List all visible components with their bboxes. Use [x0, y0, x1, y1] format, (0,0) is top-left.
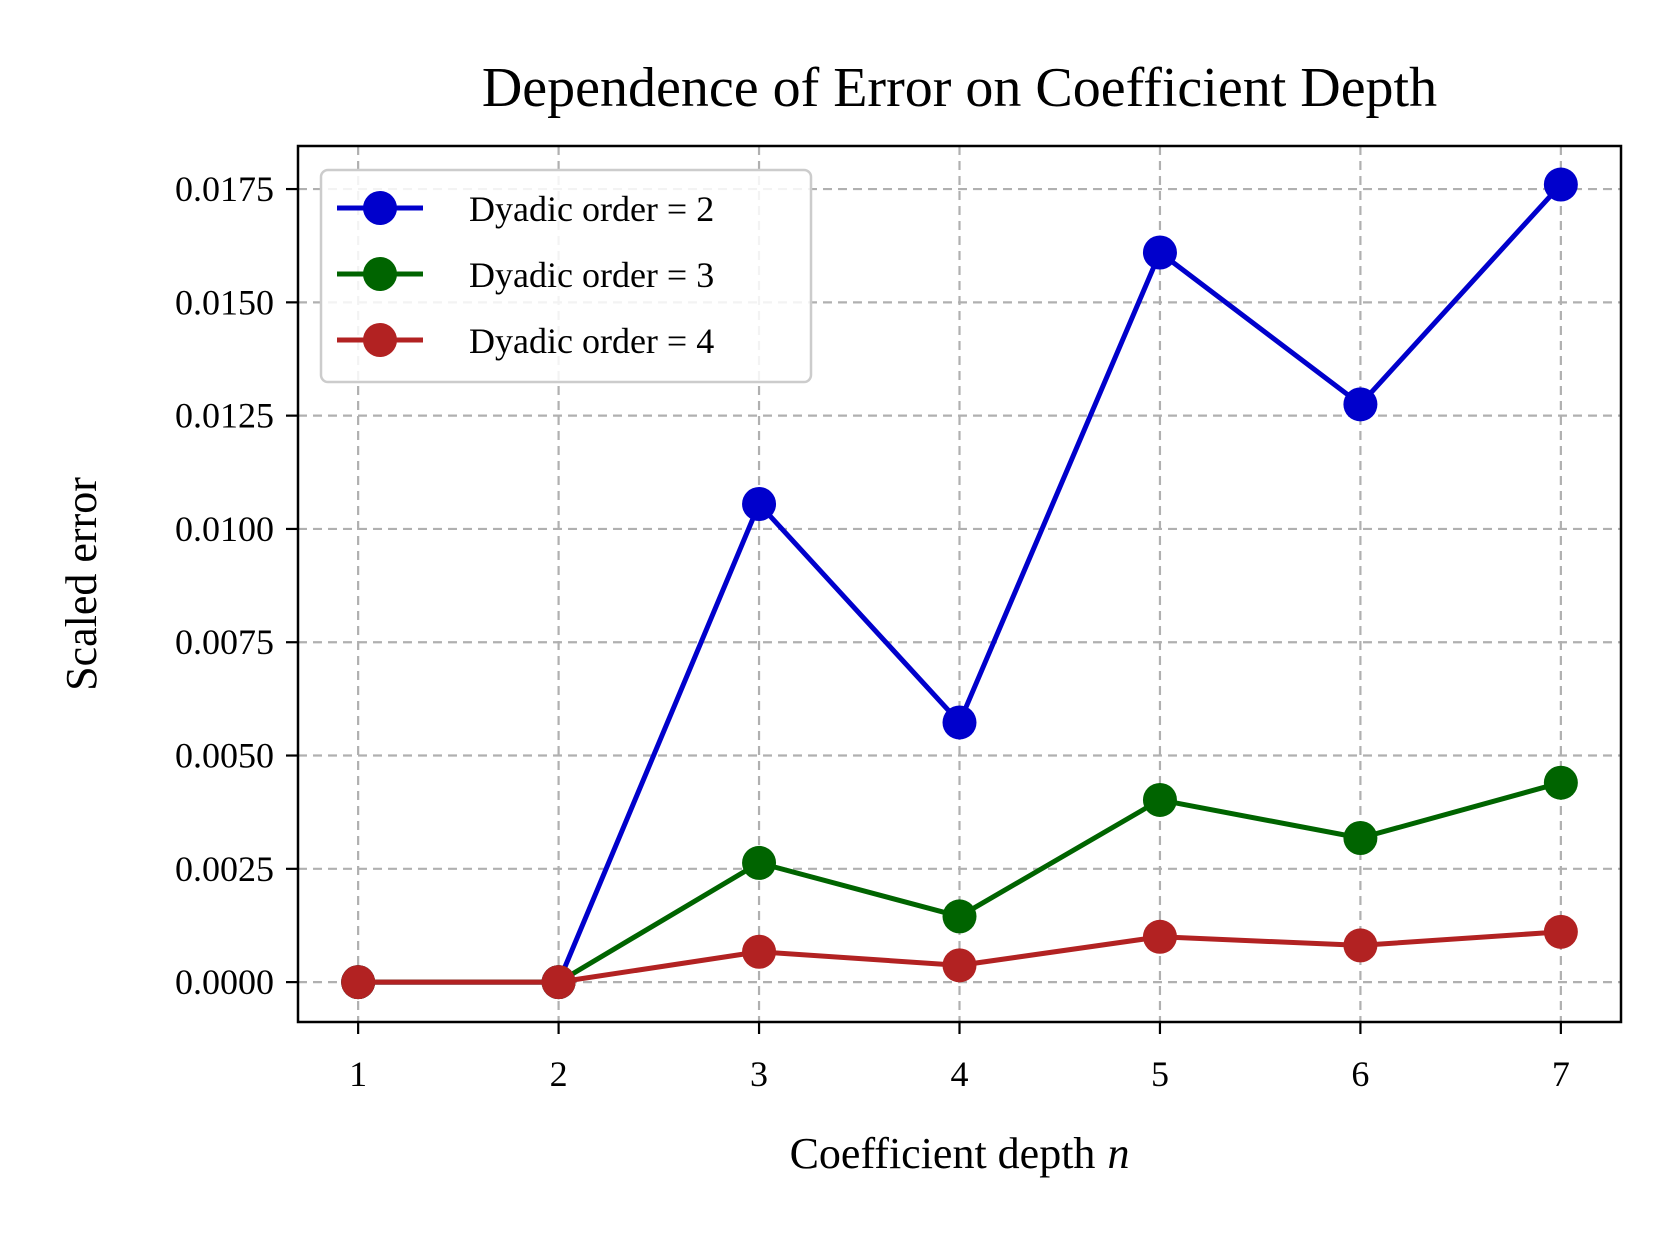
- data-point: [742, 934, 777, 969]
- data-point: [742, 845, 777, 880]
- legend-box: [319, 168, 813, 384]
- legend-marker: [363, 257, 397, 291]
- legend-entry: Dyadic order = 3: [337, 255, 714, 295]
- data-point: [742, 487, 777, 522]
- data-point: [1343, 928, 1378, 963]
- legend-entry: Dyadic order = 2: [337, 189, 714, 229]
- x-axis-title-variable: n: [1107, 1129, 1129, 1178]
- data-point: [1543, 765, 1578, 800]
- data-point: [341, 965, 376, 1000]
- y-tick-label: 0.0125: [175, 396, 274, 436]
- legend-label: Dyadic order = 4: [469, 321, 714, 361]
- x-tick-label: 1: [349, 1054, 367, 1094]
- data-point: [1543, 167, 1578, 202]
- data-point: [1343, 387, 1378, 422]
- data-point: [1142, 235, 1177, 270]
- legend-entry: Dyadic order = 4: [337, 321, 714, 361]
- y-tick-label: 0.0100: [175, 509, 274, 549]
- series-layer: [341, 167, 1578, 1000]
- data-point: [942, 899, 977, 934]
- x-axis-title-text: Coefficient depth: [790, 1129, 1096, 1178]
- y-axis-ticks: 0.0000 0.0025 0.0050 0.0075 0.0100 0.0125 0.01…: [175, 169, 298, 1002]
- y-tick-label: 0.0150: [175, 282, 274, 322]
- legend-marker: [363, 323, 397, 357]
- x-tick-label: 7: [1552, 1054, 1570, 1094]
- legend-marker: [363, 191, 397, 225]
- data-point: [1543, 914, 1578, 949]
- y-tick-label: 0.0075: [175, 622, 274, 662]
- x-axis-title: Coefficient depth n: [790, 1129, 1130, 1178]
- legend-entries: Dyadic order = 2 Dyadic order = 3 Dyadic o…: [337, 189, 714, 361]
- chart-title: Dependence of Error on Coefficient Depth: [482, 57, 1437, 119]
- data-point: [942, 705, 977, 740]
- grid: [298, 146, 1621, 1022]
- legend: Dyadic order = 2 Dyadic order = 3 Dyadic o…: [319, 168, 813, 384]
- x-tick-label: 2: [550, 1054, 568, 1094]
- series-3: [341, 914, 1578, 1000]
- x-tick-label: 5: [1151, 1054, 1169, 1094]
- x-tick-label: 4: [951, 1054, 969, 1094]
- y-tick-label: 0.0175: [175, 169, 274, 209]
- data-point: [1142, 919, 1177, 954]
- x-axis-ticks: 1 2 3 4 5 6 7: [349, 1022, 1570, 1094]
- x-tick-label: 3: [750, 1054, 768, 1094]
- x-tick-label: 6: [1351, 1054, 1369, 1094]
- legend-label: Dyadic order = 3: [469, 255, 714, 295]
- data-point: [942, 948, 977, 983]
- data-point: [541, 965, 576, 1000]
- legend-label: Dyadic order = 2: [469, 189, 714, 229]
- y-tick-label: 0.0050: [175, 736, 274, 776]
- y-axis-title: Scaled error: [57, 477, 106, 691]
- y-tick-label: 0.0000: [175, 962, 274, 1002]
- data-point: [1343, 821, 1378, 856]
- y-tick-label: 0.0025: [175, 849, 274, 889]
- data-point: [1142, 782, 1177, 817]
